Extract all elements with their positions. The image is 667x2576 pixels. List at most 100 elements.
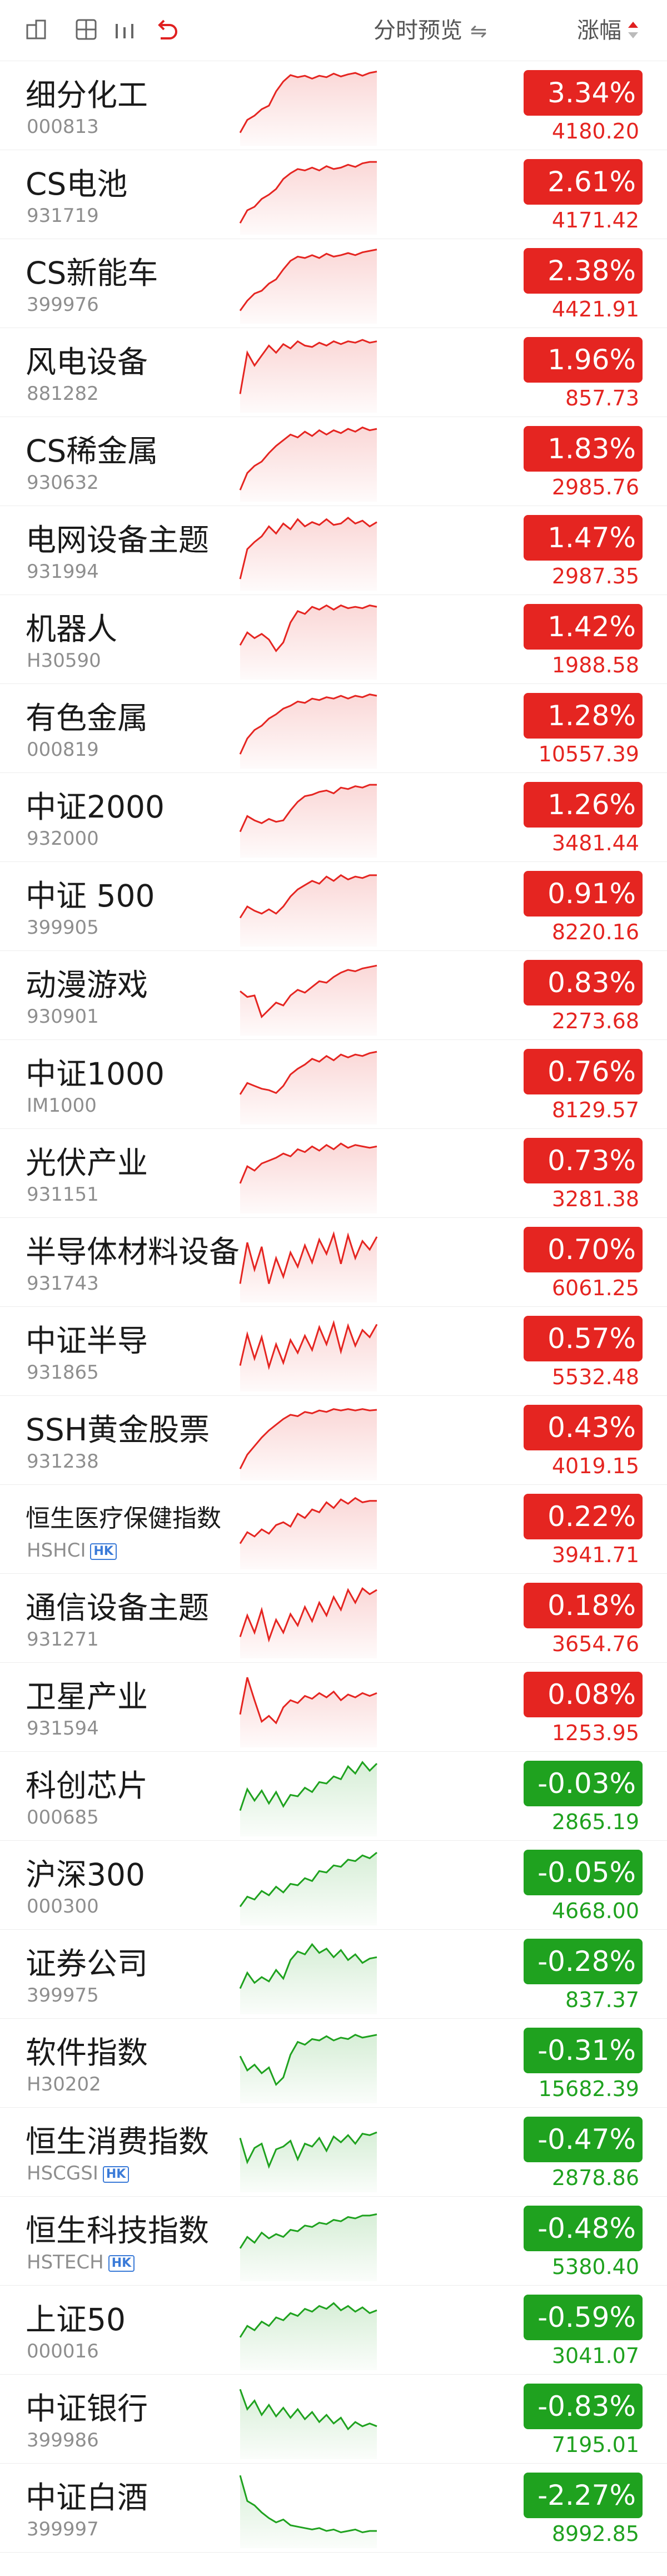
index-name: 恒生消费指数 [26,2124,210,2159]
last-price: 5532.48 [551,1365,639,1389]
bars-icon[interactable] [109,13,141,46]
table-row[interactable]: CS稀金属 930632 1.83% 2985.76 [0,417,667,506]
last-price: 3281.38 [551,1187,639,1211]
table-row[interactable]: 机器人 H30590 1.42% 1988.58 [0,595,667,684]
index-name: 风电设备 [26,344,148,380]
index-code: 932000 [27,828,99,850]
table-row[interactable]: SSH黄金股票 931238 0.43% 4019.15 [0,1396,667,1485]
sparkline [239,2213,377,2281]
stack-icon[interactable] [20,13,52,46]
table-row[interactable]: 风电设备 881282 1.96% 857.73 [0,328,667,417]
last-price: 6061.25 [551,1276,639,1300]
table-row[interactable]: 动漫游戏 930901 0.83% 2273.68 [0,951,667,1040]
last-price: 8220.16 [551,920,639,944]
last-price: 4180.20 [551,119,639,143]
table-row[interactable]: CS新能车 399976 2.38% 4421.91 [0,239,667,328]
sparkline-area [240,1322,377,1391]
last-price: 15682.39 [538,2077,639,2101]
index-name: 中证白酒 [26,2480,148,2515]
table-row[interactable]: 中证白酒 399997 -2.27% 8992.85 [0,2464,667,2553]
last-price: 2985.76 [551,475,639,499]
sparkline-line [239,1587,377,1643]
change-badge: -0.05% [524,1850,643,1895]
table-row[interactable]: 中证银行 399986 -0.83% 7195.01 [0,2375,667,2464]
sparkline-area [240,1677,377,1747]
sparkline [239,2131,377,2192]
undo-icon[interactable] [150,13,182,46]
last-price: 837.37 [565,1988,639,2012]
index-name: 上证50 [26,2302,126,2337]
table-row[interactable]: 通信设备主题 931271 0.18% 3654.76 [0,1574,667,1663]
swap-icon: ⇋ [470,20,487,43]
index-name: 机器人 [26,611,118,647]
index-code: 399976 [27,294,99,316]
preview-toggle[interactable]: 分时预览 ⇋ [374,18,487,43]
sparkline [240,964,377,1036]
table-row[interactable]: 证券公司 399975 -0.28% 837.37 [0,1930,667,2019]
last-price: 2865.19 [551,1810,639,1834]
table-row[interactable]: 中证1000 IM1000 0.76% 8129.57 [0,1040,667,1129]
table-row[interactable]: CS电池 931719 2.61% 4171.42 [0,150,667,239]
table-row[interactable]: 沪深300 000300 -0.05% 4668.00 [0,1841,667,1930]
table-row[interactable]: 细分化工 000813 3.34% 4180.20 [0,61,667,150]
hk-badge-icon: HK [90,1543,117,1560]
sparkline-line [239,339,377,394]
sparkline-area [240,2389,377,2459]
sparkline [239,1231,378,1302]
sparkline-line [239,2034,377,2087]
index-name: 恒生科技指数 [26,2213,210,2248]
table-row[interactable]: 恒生消费指数 HSCGSI HK -0.47% 2878.86 [0,2108,667,2197]
sparkline-area [240,2132,377,2192]
index-name: 中证半导 [26,1323,148,1359]
sparkline [239,1320,378,1391]
index-code: 399905 [27,917,99,939]
index-code: 931743 [27,1272,99,1295]
change-badge: 0.83% [524,960,643,1005]
sparkline-line [239,2213,377,2249]
change-badge: 0.70% [524,1227,643,1272]
index-code: 399997 [27,2518,99,2540]
table-row[interactable]: 卫星产业 931594 0.08% 1253.95 [0,1663,667,1752]
index-code: 399975 [27,1984,99,2007]
table-row[interactable]: 科创芯片 000685 -0.03% 2865.19 [0,1752,667,1841]
change-badge: 0.57% [524,1316,643,1361]
table-row[interactable]: 中证半导 931865 0.57% 5532.48 [0,1307,667,1396]
index-code: 930632 [27,472,99,494]
grid-icon[interactable] [70,13,102,46]
index-code: 399986 [27,2429,99,2451]
table-row[interactable]: 半导体材料设备 931743 0.70% 6061.25 [0,1218,667,1307]
sparkline-line [239,161,377,224]
table-row[interactable]: 软件指数 H30202 -0.31% 15682.39 [0,2019,667,2108]
sparkline-line [239,693,377,755]
index-code: 000813 [27,116,99,138]
sparkline [239,1943,377,2014]
table-row[interactable]: 电网设备主题 931994 1.47% 2987.35 [0,506,667,595]
sparkline-area [240,605,377,680]
last-price: 4421.91 [551,297,639,321]
table-row[interactable]: 有色金属 000819 1.28% 10557.39 [0,684,667,773]
change-badge: 3.34% [524,70,643,116]
index-list: 细分化工 000813 3.34% 4180.20 CS电池 931719 2.61% 417… [0,61,667,2553]
sparkline [239,784,377,858]
table-row[interactable]: 上证50 000016 -0.59% 3041.07 [0,2286,667,2375]
table-row[interactable]: 恒生科技指数 HSTECH HK -0.48% 5380.40 [0,2197,667,2286]
change-badge: 0.43% [524,1405,643,1450]
index-code: 881282 [27,383,99,405]
table-row[interactable]: 中证 500 399905 0.91% 8220.16 [0,862,667,951]
change-badge: 1.47% [524,515,643,561]
last-price: 1253.95 [551,1721,639,1745]
sparkline-area [240,249,377,324]
table-row[interactable]: 光伏产业 931151 0.73% 3281.38 [0,1129,667,1218]
index-name: 中证 500 [26,878,155,914]
sparkline-line [239,1943,377,1989]
table-row[interactable]: 中证2000 932000 1.26% 3481.44 [0,773,667,862]
sparkline-area [240,2214,377,2281]
table-row[interactable]: 恒生医疗保健指数 HSHCI HK 0.22% 3941.71 [0,1485,667,1574]
change-sort[interactable]: 涨幅 [577,0,638,61]
index-name: 半导体材料设备 [26,1234,240,1270]
index-name: CS新能车 [26,255,158,291]
sparkline-area [240,518,377,591]
index-code: 931594 [27,1717,99,1740]
last-price: 857.73 [565,386,639,410]
change-badge: -0.48% [524,2206,643,2251]
